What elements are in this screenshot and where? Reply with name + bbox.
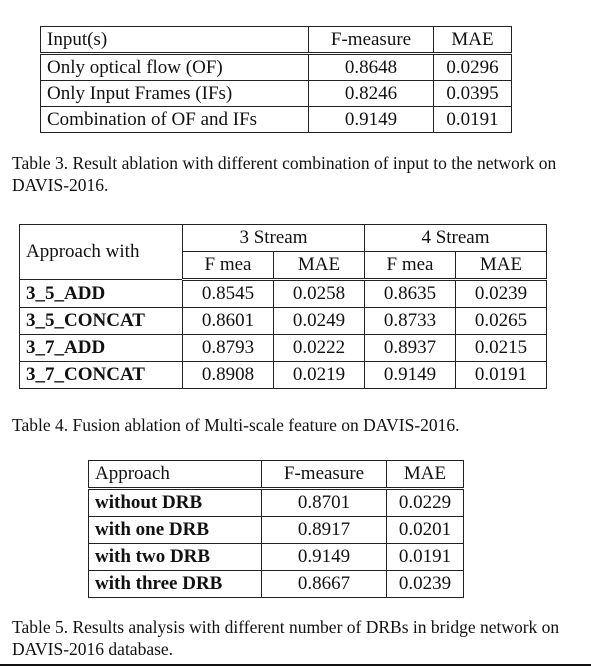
cell-value: 0.8793 bbox=[182, 334, 274, 362]
table-subheader-row: F mea MAE F mea MAE bbox=[20, 251, 547, 281]
row-label: 3_5_ADD bbox=[19, 279, 183, 308]
row-label: with two DRB bbox=[88, 543, 262, 571]
cell-value: 0.8635 bbox=[364, 279, 456, 308]
table-row: without DRB 0.8701 0.0229 bbox=[88, 488, 464, 517]
cell-mae: 0.0229 bbox=[386, 488, 464, 517]
cell-f-measure: 0.9149 bbox=[261, 543, 387, 571]
cell-value: 0.0265 bbox=[455, 307, 547, 335]
table-row: Only optical flow (OF) 0.8648 0.0296 bbox=[40, 53, 512, 81]
cell-value: 0.8733 bbox=[364, 307, 456, 335]
row-label: with three DRB bbox=[88, 570, 262, 598]
column-header-f-measure: F-measure bbox=[261, 460, 387, 490]
row-label: 3_7_CONCAT bbox=[19, 361, 183, 389]
row-label: Combination of OF and IFs bbox=[40, 106, 309, 133]
table-header-row: Approach F-measure MAE bbox=[88, 460, 464, 490]
table-row: 3_5_CONCAT 0.8601 0.0249 0.8733 0.0265 bbox=[19, 307, 547, 335]
cell-value: 0.0239 bbox=[455, 279, 547, 308]
column-header-inputs: Input(s) bbox=[40, 26, 309, 55]
table-3-input-ablation: Input(s) F-measure MAE Only optical flow… bbox=[40, 26, 512, 133]
column-header-mae: MAE bbox=[433, 26, 512, 55]
table-4-fusion-ablation: Approach with 3 Stream 4 Stream F mea MA… bbox=[19, 224, 547, 389]
row-label: without DRB bbox=[88, 488, 262, 517]
cell-value: 0.9149 bbox=[364, 361, 456, 389]
group-header-4-stream: 4 Stream bbox=[364, 224, 547, 252]
table-row: 3_5_ADD 0.8545 0.0258 0.8635 0.0239 bbox=[19, 279, 547, 308]
row-label: 3_7_ADD bbox=[19, 334, 183, 362]
cell-value: 0.8601 bbox=[182, 307, 274, 335]
row-label: Only optical flow (OF) bbox=[40, 53, 309, 81]
cell-mae: 0.0191 bbox=[386, 543, 464, 571]
row-header-approach: Approach with bbox=[19, 224, 183, 280]
table-3-caption: Table 3. Result ablation with different … bbox=[12, 153, 557, 195]
table-row: 3_7_CONCAT 0.8908 0.0219 0.9149 0.0191 bbox=[19, 361, 547, 389]
row-label: Only Input Frames (IFs) bbox=[40, 80, 309, 107]
table-row: Combination of OF and IFs 0.9149 0.0191 bbox=[40, 106, 512, 133]
table-5-caption: Table 5. Results analysis with different… bbox=[12, 617, 560, 659]
cell-f-measure: 0.9149 bbox=[308, 106, 434, 133]
cell-value: 0.0191 bbox=[455, 361, 547, 389]
cell-value: 0.0215 bbox=[455, 334, 547, 362]
column-header-f-measure: F-measure bbox=[308, 26, 434, 55]
cell-value: 0.8545 bbox=[182, 279, 274, 308]
column-header-approach: Approach bbox=[88, 460, 262, 490]
table-row: 3_7_ADD 0.8793 0.0222 0.8937 0.0215 bbox=[19, 334, 547, 362]
table-row: with two DRB 0.9149 0.0191 bbox=[88, 543, 464, 571]
table-group-header-row: Approach with 3 Stream 4 Stream bbox=[19, 224, 547, 280]
subheader-mae: MAE bbox=[273, 251, 365, 281]
cell-value: 0.8908 bbox=[182, 361, 274, 389]
cell-mae: 0.0395 bbox=[433, 80, 512, 107]
table-5-drb-analysis: Approach F-measure MAE without DRB 0.870… bbox=[88, 460, 464, 598]
cell-value: 0.0219 bbox=[273, 361, 365, 389]
table-row: with three DRB 0.8667 0.0239 bbox=[88, 570, 464, 598]
cell-f-measure: 0.8701 bbox=[261, 488, 387, 517]
cell-mae: 0.0201 bbox=[386, 516, 464, 544]
cell-mae: 0.0296 bbox=[433, 53, 512, 81]
table-4-caption: Table 4. Fusion ablation of Multi-scale … bbox=[12, 415, 460, 435]
cell-mae: 0.0191 bbox=[433, 106, 512, 133]
cell-value: 0.0258 bbox=[273, 279, 365, 308]
cell-value: 0.0222 bbox=[273, 334, 365, 362]
table-row: Only Input Frames (IFs) 0.8246 0.0395 bbox=[40, 80, 512, 107]
row-label: 3_5_CONCAT bbox=[19, 307, 183, 335]
subheader-f-mea: F mea bbox=[364, 251, 456, 281]
cell-f-measure: 0.8648 bbox=[308, 53, 434, 81]
subheader-mae: MAE bbox=[455, 251, 547, 281]
table-header-row: Input(s) F-measure MAE bbox=[40, 26, 512, 55]
subheader-f-mea: F mea bbox=[182, 251, 274, 281]
page-bottom-rule bbox=[0, 664, 591, 666]
cell-mae: 0.0239 bbox=[386, 570, 464, 598]
cell-f-measure: 0.8246 bbox=[308, 80, 434, 107]
cell-f-measure: 0.8917 bbox=[261, 516, 387, 544]
cell-value: 0.8937 bbox=[364, 334, 456, 362]
row-label: with one DRB bbox=[88, 516, 262, 544]
cell-value: 0.0249 bbox=[273, 307, 365, 335]
column-header-mae: MAE bbox=[386, 460, 464, 490]
group-header-3-stream: 3 Stream bbox=[182, 224, 365, 252]
cell-f-measure: 0.8667 bbox=[261, 570, 387, 598]
table-row: with one DRB 0.8917 0.0201 bbox=[88, 516, 464, 544]
